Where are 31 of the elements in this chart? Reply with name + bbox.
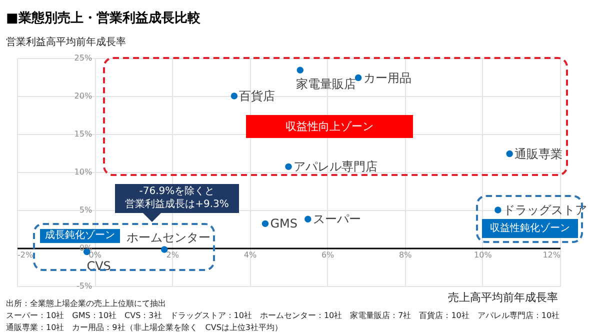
- annotation: 営業利益成長は+9.3%: [124, 199, 230, 211]
- annotation: 家電量販店: [296, 77, 356, 92]
- x-tick-label: 8%: [399, 250, 412, 260]
- x-axis-title: 売上高平均前年成長率: [448, 290, 558, 305]
- annotation: ホームセンター: [126, 230, 210, 245]
- text: 出所：全業態上場企業の売上上位順にて抽出: [6, 298, 166, 309]
- x-tick-label: 4%: [244, 250, 257, 260]
- annotation: -76.9%を除くと: [138, 186, 216, 198]
- y-tick-label: -5%: [76, 282, 92, 290]
- y-tick-label: 15%: [74, 130, 92, 138]
- chart-title: ■業態別売上・営業利益成長比較: [6, 10, 200, 27]
- y-tick-label: 0%: [79, 244, 92, 252]
- x-tick-label: -2%: [18, 250, 34, 260]
- y-tick-label: 10%: [74, 168, 92, 176]
- x-tick-label: 6%: [321, 250, 335, 260]
- x-tick-label: 10%: [474, 250, 492, 260]
- annotation: GMS: [270, 216, 298, 231]
- x-tick-label: 2%: [166, 250, 180, 260]
- y-tick-label: 20%: [74, 92, 92, 100]
- y-tick-label: 5%: [79, 206, 92, 214]
- x-tick-label: 12%: [542, 250, 561, 260]
- y-tick-label: 25%: [74, 54, 92, 62]
- text: 通販専業：10社 カー用品：9社（非上場企業を除く CVSは上位3社平均）: [6, 322, 282, 333]
- annotation: カー用品: [363, 70, 412, 85]
- annotation: スーパー: [312, 212, 361, 226]
- annotation: 百貨店: [239, 89, 276, 103]
- x-tick-label: 0%: [88, 250, 102, 260]
- annotation: 通販専業: [514, 146, 563, 161]
- y-axis-title: 営業利益高平均前年成長率: [6, 36, 126, 49]
- annotation: アパレル専門店: [294, 160, 378, 174]
- text: スーパー：10社 GMS：10社 CVS：3社 ドラッグストア：10社 ホームセンター：10社 家電量販店：7社 百貨店：10社 アパレル専門店：10社: [6, 310, 560, 321]
